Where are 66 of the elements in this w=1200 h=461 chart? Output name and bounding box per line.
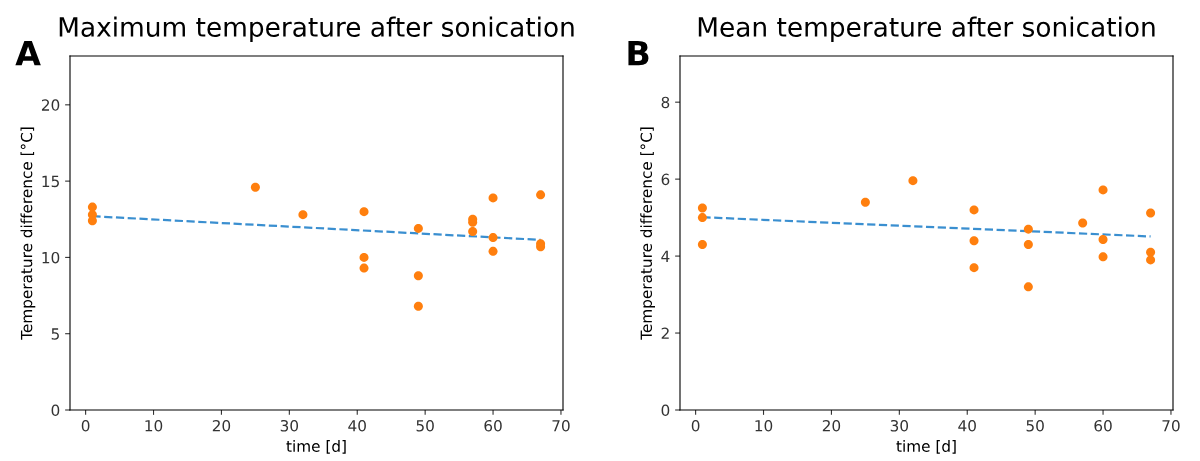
text: B	[628, 40, 649, 66]
point	[1146, 255, 1156, 265]
point	[908, 176, 918, 186]
point	[359, 263, 369, 273]
point	[413, 223, 423, 233]
point	[1098, 185, 1108, 195]
point	[1023, 224, 1033, 234]
point	[860, 197, 870, 207]
y-tick-label: 0	[661, 404, 670, 417]
point	[697, 203, 707, 213]
x-tick-label: 70	[552, 419, 570, 432]
y-tick-label: 5	[51, 328, 59, 340]
point	[359, 252, 369, 262]
x-tick-label: 40	[348, 419, 366, 432]
x-tick-label: 20	[822, 419, 841, 432]
y-axis-title: Temperature difference [°C]	[20, 127, 36, 340]
point	[1023, 282, 1033, 292]
point	[488, 233, 498, 243]
point	[1146, 208, 1156, 218]
y-tick-label: 4	[661, 250, 670, 262]
y-tick-label: 15	[42, 175, 59, 188]
x-tick-label: 10	[755, 419, 773, 432]
x-tick-label: 0	[81, 419, 90, 432]
point	[1098, 235, 1108, 245]
x-tick-label: 30	[890, 419, 909, 432]
x-tick-label: 30	[280, 419, 299, 432]
x-tick-label: 50	[1026, 419, 1044, 432]
point	[969, 205, 979, 215]
point	[1023, 240, 1033, 250]
point	[468, 226, 478, 236]
point	[697, 240, 707, 250]
x-tick-label: 60	[484, 419, 502, 432]
y-tick-label: 2	[661, 327, 669, 339]
x-tick-label: 0	[691, 419, 700, 432]
point	[250, 182, 260, 192]
point	[1078, 218, 1088, 228]
x-tick-label: 20	[212, 419, 231, 432]
y-tick-label: 6	[661, 173, 670, 186]
x-tick-label: 10	[145, 419, 163, 432]
y-axis-title: Temperature difference [°C]	[640, 127, 655, 340]
point	[359, 207, 369, 217]
chart-title: Mean temperature after sonication	[698, 16, 1155, 43]
point	[488, 193, 498, 203]
y-tick-label: 10	[42, 251, 60, 264]
y-tick-label: 20	[41, 99, 60, 111]
point	[87, 216, 97, 226]
point	[298, 210, 308, 220]
point	[413, 301, 423, 311]
point	[1098, 252, 1108, 262]
x-axis-title: time [d]	[286, 440, 346, 454]
point	[969, 263, 979, 273]
x-tick-label: 40	[958, 419, 976, 432]
point	[969, 236, 979, 246]
x-axis-title: time [d]	[896, 440, 956, 454]
y-tick-label: 0	[51, 404, 60, 417]
point	[697, 213, 707, 223]
point	[488, 246, 498, 256]
x-tick-label: 50	[416, 419, 434, 432]
point	[413, 271, 423, 281]
y-tick-label: 8	[661, 96, 670, 109]
chart-title: Maximum temperature after sonication	[59, 16, 574, 43]
point	[536, 190, 546, 200]
point	[1146, 247, 1156, 257]
x-tick-label: 70	[1162, 419, 1180, 432]
x-tick-label: 60	[1094, 419, 1112, 432]
text: A	[15, 40, 41, 66]
